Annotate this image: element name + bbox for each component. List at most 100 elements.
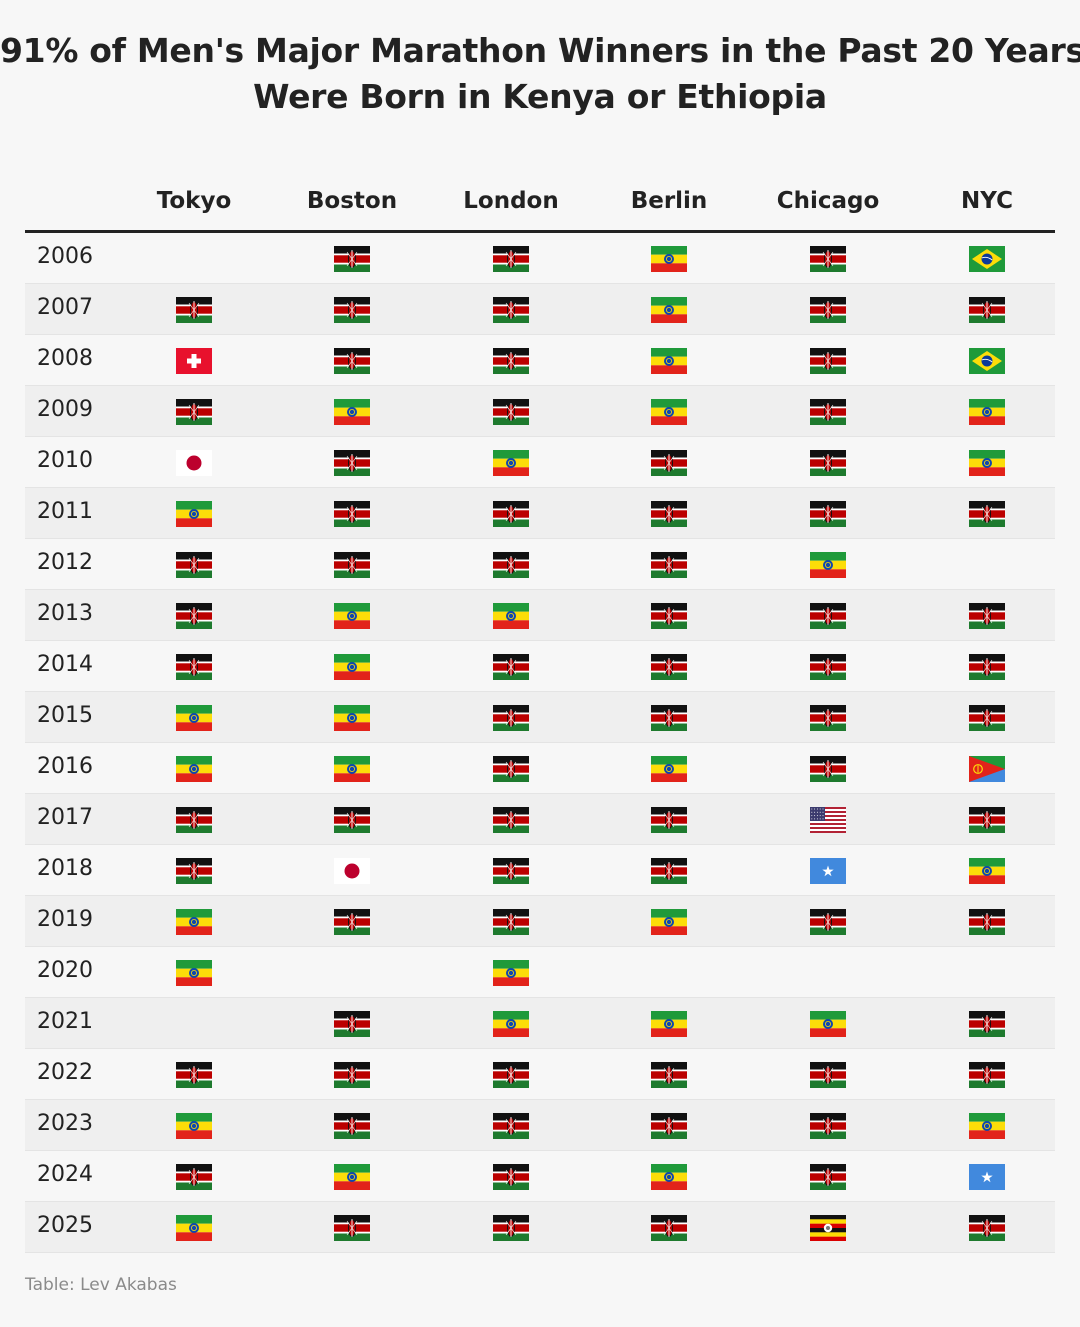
kenya-flag-icon [651,1113,687,1139]
kenya-flag-icon [493,348,529,374]
kenya-flag-icon [334,1113,370,1139]
kenya-flag-icon [493,297,529,323]
kenya-flag-icon [176,297,212,323]
uganda-flag-icon [810,1215,846,1241]
row-year: 2014 [37,652,93,677]
table-row: 2018 [25,845,1055,896]
kenya-flag-icon [334,348,370,374]
kenya-flag-icon [334,450,370,476]
kenya-flag-icon [176,1062,212,1088]
kenya-flag-icon [493,399,529,425]
kenya-flag-icon [176,552,212,578]
ethiopia-flag-icon [969,858,1005,884]
row-year: 2025 [37,1213,93,1238]
kenya-flag-icon [493,552,529,578]
row-year: 2024 [37,1162,93,1187]
table-row: 2023 [25,1100,1055,1151]
table-row: 2008 [25,335,1055,386]
ethiopia-flag-icon [176,1113,212,1139]
kenya-flag-icon [810,297,846,323]
kenya-flag-icon [176,858,212,884]
row-year: 2017 [37,805,93,830]
eritrea-flag-icon [969,756,1005,782]
ethiopia-flag-icon [969,450,1005,476]
ethiopia-flag-icon [493,603,529,629]
table-row: 2022 [25,1049,1055,1100]
kenya-flag-icon [334,1011,370,1037]
switzerland-flag-icon [176,348,212,374]
kenya-flag-icon [176,399,212,425]
kenya-flag-icon [493,1215,529,1241]
kenya-flag-icon [969,1011,1005,1037]
row-year: 2009 [37,397,93,422]
chart-title: 91% of Men's Major Marathon Winners in t… [0,28,1080,120]
row-year: 2022 [37,1060,93,1085]
row-year: 2023 [37,1111,93,1136]
table-row: 2024 [25,1151,1055,1202]
ethiopia-flag-icon [493,960,529,986]
kenya-flag-icon [810,1113,846,1139]
kenya-flag-icon [334,246,370,272]
kenya-flag-icon [810,1164,846,1190]
ethiopia-flag-icon [334,603,370,629]
kenya-flag-icon [651,603,687,629]
kenya-flag-icon [334,297,370,323]
japan-flag-icon [176,450,212,476]
ethiopia-flag-icon [493,450,529,476]
ethiopia-flag-icon [651,1011,687,1037]
row-year: 2006 [37,244,93,269]
kenya-flag-icon [176,654,212,680]
row-year: 2015 [37,703,93,728]
kenya-flag-icon [810,348,846,374]
kenya-flag-icon [651,501,687,527]
row-year: 2021 [37,1009,93,1034]
ethiopia-flag-icon [493,1011,529,1037]
kenya-flag-icon [810,603,846,629]
ethiopia-flag-icon [651,909,687,935]
ethiopia-flag-icon [176,1215,212,1241]
ethiopia-flag-icon [651,756,687,782]
kenya-flag-icon [334,1215,370,1241]
table-row: 2007 [25,284,1055,335]
kenya-flag-icon [493,1062,529,1088]
row-year: 2011 [37,499,93,524]
table-row: 2020 [25,947,1055,998]
table-body: 2006 2007 2008 2009 2010 2011 2012 2013 2014 2015… [25,233,1055,1253]
kenya-flag-icon [334,552,370,578]
kenya-flag-icon [493,909,529,935]
table-row: 2017 [25,794,1055,845]
row-year: 2010 [37,448,93,473]
kenya-flag-icon [969,501,1005,527]
title-line-2: Were Born in Kenya or Ethiopia [253,77,827,116]
kenya-flag-icon [810,654,846,680]
kenya-flag-icon [651,858,687,884]
kenya-flag-icon [969,705,1005,731]
kenya-flag-icon [493,807,529,833]
column-header-london: London [463,188,559,214]
table-row: 2013 [25,590,1055,641]
ethiopia-flag-icon [176,501,212,527]
ethiopia-flag-icon [969,399,1005,425]
row-year: 2018 [37,856,93,881]
source-note: Table: Lev Akabas [25,1275,177,1295]
ethiopia-flag-icon [334,654,370,680]
kenya-flag-icon [969,1062,1005,1088]
ethiopia-flag-icon [651,399,687,425]
kenya-flag-icon [969,1215,1005,1241]
kenya-flag-icon [651,450,687,476]
kenya-flag-icon [651,1215,687,1241]
ethiopia-flag-icon [334,1164,370,1190]
kenya-flag-icon [493,246,529,272]
table-row: 2025 [25,1202,1055,1253]
ethiopia-flag-icon [334,705,370,731]
kenya-flag-icon [493,501,529,527]
kenya-flag-icon [176,807,212,833]
column-header-nyc: NYC [961,188,1013,214]
kenya-flag-icon [493,1113,529,1139]
ethiopia-flag-icon [651,348,687,374]
usa-flag-icon [810,807,846,833]
kenya-flag-icon [969,297,1005,323]
kenya-flag-icon [810,501,846,527]
table-row: 2014 [25,641,1055,692]
ethiopia-flag-icon [176,705,212,731]
